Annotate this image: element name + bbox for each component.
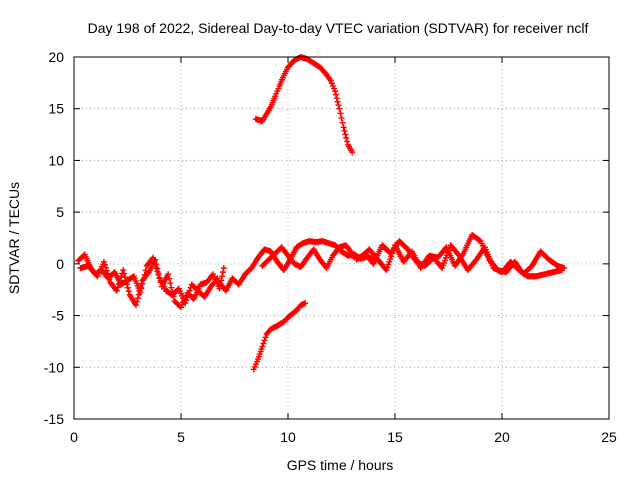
y-tick-label: 5 (56, 204, 64, 220)
data-point (332, 91, 339, 98)
series-arc-lower (250, 300, 309, 373)
data-point (336, 105, 343, 112)
y-tick-labels: -15 -10 -5 0 5 10 15 20 (44, 49, 64, 427)
data-point (344, 138, 351, 145)
data-point (337, 110, 344, 117)
data-point (259, 343, 266, 350)
data-point (102, 264, 109, 271)
data-point (150, 254, 157, 261)
data-point (100, 258, 107, 265)
data-point (332, 88, 339, 95)
y-tick-label: 20 (48, 49, 64, 65)
data-point (125, 288, 132, 295)
x-tick-label: 10 (280, 429, 296, 445)
y-tick-label: 15 (48, 101, 64, 117)
plot-frame (73, 56, 610, 420)
data-point (113, 287, 120, 294)
y-tick-label: -10 (44, 359, 64, 375)
y-tick-label: -5 (52, 308, 65, 324)
data-point (133, 298, 140, 305)
data-point (340, 124, 347, 131)
data-point (184, 293, 191, 300)
data-point (121, 270, 128, 277)
data-point (262, 334, 269, 341)
data-point (167, 280, 174, 287)
grid-lines (74, 57, 609, 419)
data-point (168, 284, 175, 291)
data-point (219, 273, 226, 280)
x-tick-label: 25 (601, 429, 617, 445)
series-track-b (77, 254, 221, 307)
data-point (261, 337, 268, 344)
x-tick-labels: 0 5 10 15 20 25 (70, 429, 617, 445)
data-point (342, 131, 349, 138)
data-point (384, 264, 391, 271)
data-point (341, 127, 348, 134)
chart-title: Day 198 of 2022, Sidereal Day-to-day VTE… (88, 20, 589, 36)
y-tick-label: 0 (56, 256, 64, 272)
data-point (387, 256, 394, 263)
data-point (142, 267, 149, 274)
data-point (334, 98, 341, 105)
data-point (214, 275, 221, 282)
data-point (260, 340, 267, 347)
data-point (133, 302, 140, 309)
data-point (165, 271, 172, 278)
data-point (385, 261, 392, 268)
data-point (349, 149, 356, 156)
y-axis-title: SDTVAR / TECUs (6, 182, 22, 294)
data-point (343, 134, 350, 141)
data-point (155, 271, 162, 278)
data-point (455, 251, 462, 258)
data-point (151, 258, 158, 265)
data-point (383, 267, 390, 274)
data-point (219, 269, 226, 276)
data-point (558, 267, 565, 274)
data-point (220, 264, 227, 271)
data-point (141, 271, 148, 278)
data-point (386, 258, 393, 265)
data-point (139, 280, 146, 287)
data-point (333, 95, 340, 102)
data-point (114, 284, 121, 291)
x-tick-label: 20 (494, 429, 510, 445)
x-tick-label: 0 (70, 429, 78, 445)
data-point (185, 290, 192, 297)
data-point (182, 300, 189, 307)
data-point (140, 276, 147, 283)
data-point (183, 297, 190, 304)
data-point (166, 275, 173, 282)
x-tick-label: 5 (177, 429, 185, 445)
data-point (476, 237, 483, 244)
y-tick-label: 10 (48, 152, 64, 168)
data-point (302, 300, 309, 307)
data-point (338, 115, 345, 122)
series-arc-upper (252, 54, 356, 156)
data-point (348, 249, 355, 256)
series-track-f (353, 238, 565, 280)
data-point (154, 268, 161, 275)
data-point (335, 102, 342, 109)
data-point (152, 261, 159, 268)
data-point (138, 285, 145, 292)
data-point (120, 267, 127, 274)
data-point (153, 264, 160, 271)
data-point (124, 284, 131, 291)
series-track-d (259, 242, 356, 271)
data-point (339, 119, 346, 126)
x-axis-title: GPS time / hours (287, 457, 394, 473)
data-point (186, 287, 193, 294)
data-point (134, 295, 141, 302)
data-series (75, 54, 568, 373)
x-tick-label: 15 (387, 429, 403, 445)
data-point (137, 289, 144, 296)
y-tick-label: -15 (44, 411, 64, 427)
data-point (101, 261, 108, 268)
